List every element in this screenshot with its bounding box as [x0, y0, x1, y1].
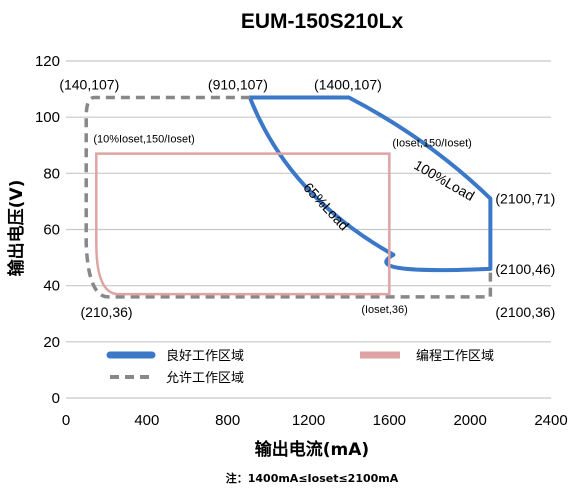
x-tick-1600: 1600: [373, 412, 406, 429]
point-label-ioset-36: (Ioset,36): [361, 304, 407, 316]
x-tick-labels: 0 400 800 1200 1600 2000 2400: [62, 412, 568, 429]
point-label-210-36: (210,36): [80, 304, 132, 320]
point-label-10-ioset-150-ioset: (10%Ioset,150/Ioset): [93, 134, 195, 146]
curve-label-65-load: 65%Load: [300, 179, 352, 233]
y-tick-20: 20: [43, 334, 60, 351]
point-label-2100-71: (2100,71): [495, 191, 555, 207]
x-tick-400: 400: [134, 412, 159, 429]
y-tick-40: 40: [43, 278, 60, 295]
x-tick-0: 0: [62, 412, 70, 429]
y-tick-80: 80: [43, 165, 60, 182]
y-tick-100: 100: [35, 109, 60, 126]
series-allowed-area: [84, 95, 493, 299]
series-layer: [84, 95, 493, 299]
point-label-ioset-150-ioset: (Ioset,150/Ioset): [392, 138, 472, 150]
point-label-140-107: (140,107): [59, 77, 119, 93]
legend-label-program-area: 编程工作区域: [416, 349, 494, 364]
point-label-2100-46: (2100,46): [495, 261, 555, 277]
point-label-910-107: (910,107): [208, 77, 268, 93]
legend-label-allowed-area: 允许工作区域: [166, 370, 244, 386]
gridlines: [66, 60, 551, 399]
y-axis-title: 输出电压(V): [6, 180, 27, 277]
series-program-area: [95, 152, 391, 296]
legend-label-good-area: 良好工作区域: [166, 348, 244, 364]
point-label-2100-36: (2100,36): [495, 304, 555, 320]
chart-title: EUM-150S210Lx: [241, 10, 404, 33]
curve-label-100-load: 100%Load: [411, 157, 477, 204]
x-tick-2000: 2000: [453, 412, 486, 429]
x-tick-2400: 2400: [534, 412, 567, 429]
x-tick-800: 800: [215, 412, 240, 429]
x-axis-title: 输出电流(mA): [255, 439, 369, 460]
x-tick-1200: 1200: [292, 412, 325, 429]
series-good-area: [247, 95, 493, 273]
y-tick-120: 120: [35, 53, 60, 70]
chart-note: 注：1400mA≤Ioset≤2100mA: [226, 471, 399, 485]
y-tick-0: 0: [52, 390, 60, 407]
y-tick-60: 60: [43, 222, 60, 239]
point-label-1400-107: (1400,107): [314, 77, 382, 93]
legend: 良好工作区域 允许工作区域 编程工作区域: [106, 348, 494, 386]
y-tick-labels: 0 20 40 60 80 100 120: [35, 53, 60, 407]
point-labels: (140,107) (910,107) (1400,107) (10%Ioset,15…: [59, 77, 555, 320]
